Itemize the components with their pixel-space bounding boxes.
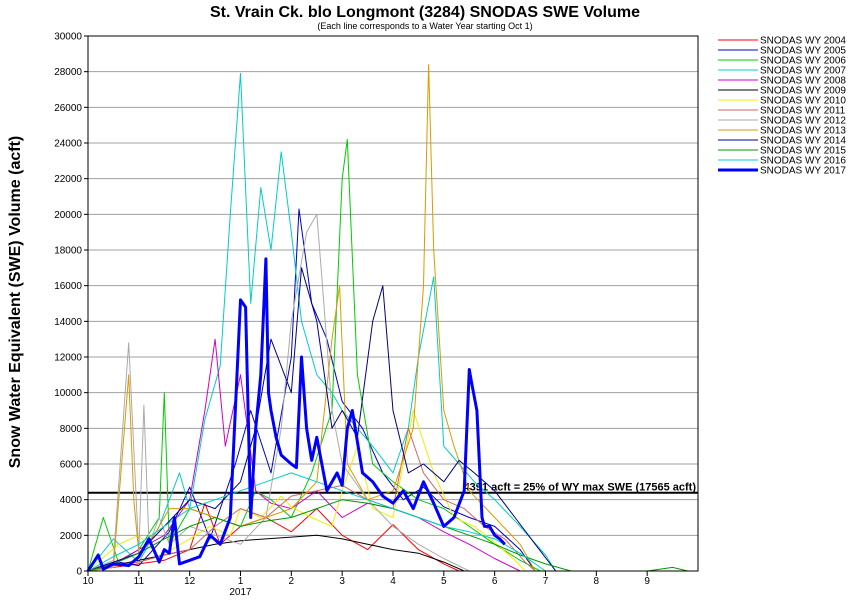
y-tick-label: 2000 [60,531,83,542]
y-tick-label: 20000 [54,210,82,221]
y-axis-ticks: 0 2000 4000 6000 8000 10000 12000 14000 16000 180… [54,32,88,578]
legend-label: SNODAS WY 2004 [760,36,846,47]
series-line-wy-2010 [87,410,526,572]
series-line-wy-2013 [87,64,536,572]
reference-line-group: 4391 acft = 25% of WY max SWE (17565 acf… [88,482,698,494]
y-tick-label: 24000 [54,139,82,150]
y-axis-label: Snow Water Equivalent (SWE) Volume (acft… [7,136,24,468]
legend-label: SNODAS WY 2017 [760,166,846,177]
y-tick-label: 26000 [54,103,82,114]
legend-label: SNODAS WY 2013 [760,126,846,137]
reference-line-label: 4391 acft = 25% of WY max SWE (17565 acf… [464,482,697,494]
y-tick-label: 30000 [54,32,82,43]
x-tick-label: 3 [339,576,345,587]
series-line-wy-2014 [87,267,557,572]
y-tick-label: 28000 [54,67,82,78]
y-tick-label: 14000 [54,317,82,328]
series-line-wy-2009 [87,534,465,572]
legend-label: SNODAS WY 2012 [760,116,846,127]
x-tick-label: 5 [441,576,447,587]
legend-label: SNODAS WY 2008 [760,76,846,87]
x-tick-label: 11 [134,576,145,587]
legend-label: SNODAS WY 2011 [760,106,846,117]
x-tick-label: 1 [238,576,244,587]
x-tick-label: 7 [543,576,549,587]
legend-label: SNODAS WY 2007 [760,66,846,77]
x-tick-label: 10 [82,576,94,587]
legend-label: SNODAS WY 2014 [760,136,846,147]
y-tick-label: 4000 [60,495,83,506]
x-tick-label: 8 [594,576,600,587]
legend-label: SNODAS WY 2016 [760,156,846,167]
legend-label: SNODAS WY 2009 [760,86,846,97]
x-tick-label: 12 [184,576,196,587]
legend-label: SNODAS WY 2006 [760,56,846,67]
y-tick-label: 6000 [60,460,83,471]
chart-subtitle: (Each line corresponds to a Water Year s… [317,21,532,31]
x-tick-label: 4 [390,576,396,587]
y-tick-label: 0 [76,567,82,578]
chart-title: St. Vrain Ck. blo Longmont (3284) SNODAS… [210,4,640,21]
legend-label: SNODAS WY 2005 [760,46,846,57]
y-tick-label: 22000 [54,174,82,185]
series-lines [86,64,688,572]
x-tick-label: 6 [492,576,498,587]
y-tick-label: 12000 [54,353,82,364]
series-line-wy-2016 [87,472,546,572]
y-tick-label: 8000 [60,424,83,435]
legend-label: SNODAS WY 2010 [760,96,846,107]
y-tick-label: 16000 [54,281,82,292]
series-line-wy-2017 [86,257,506,572]
y-tick-label: 18000 [54,246,82,257]
x-year-label: 2017 [229,587,252,598]
x-tick-label: 2 [289,576,295,587]
series-line-wy-2007 [87,72,557,572]
series-line-wy-2006 [87,138,541,572]
legend-label: SNODAS WY 2015 [760,146,846,157]
x-tick-label: 9 [644,576,650,587]
grid [88,35,698,572]
y-tick-label: 10000 [54,388,82,399]
